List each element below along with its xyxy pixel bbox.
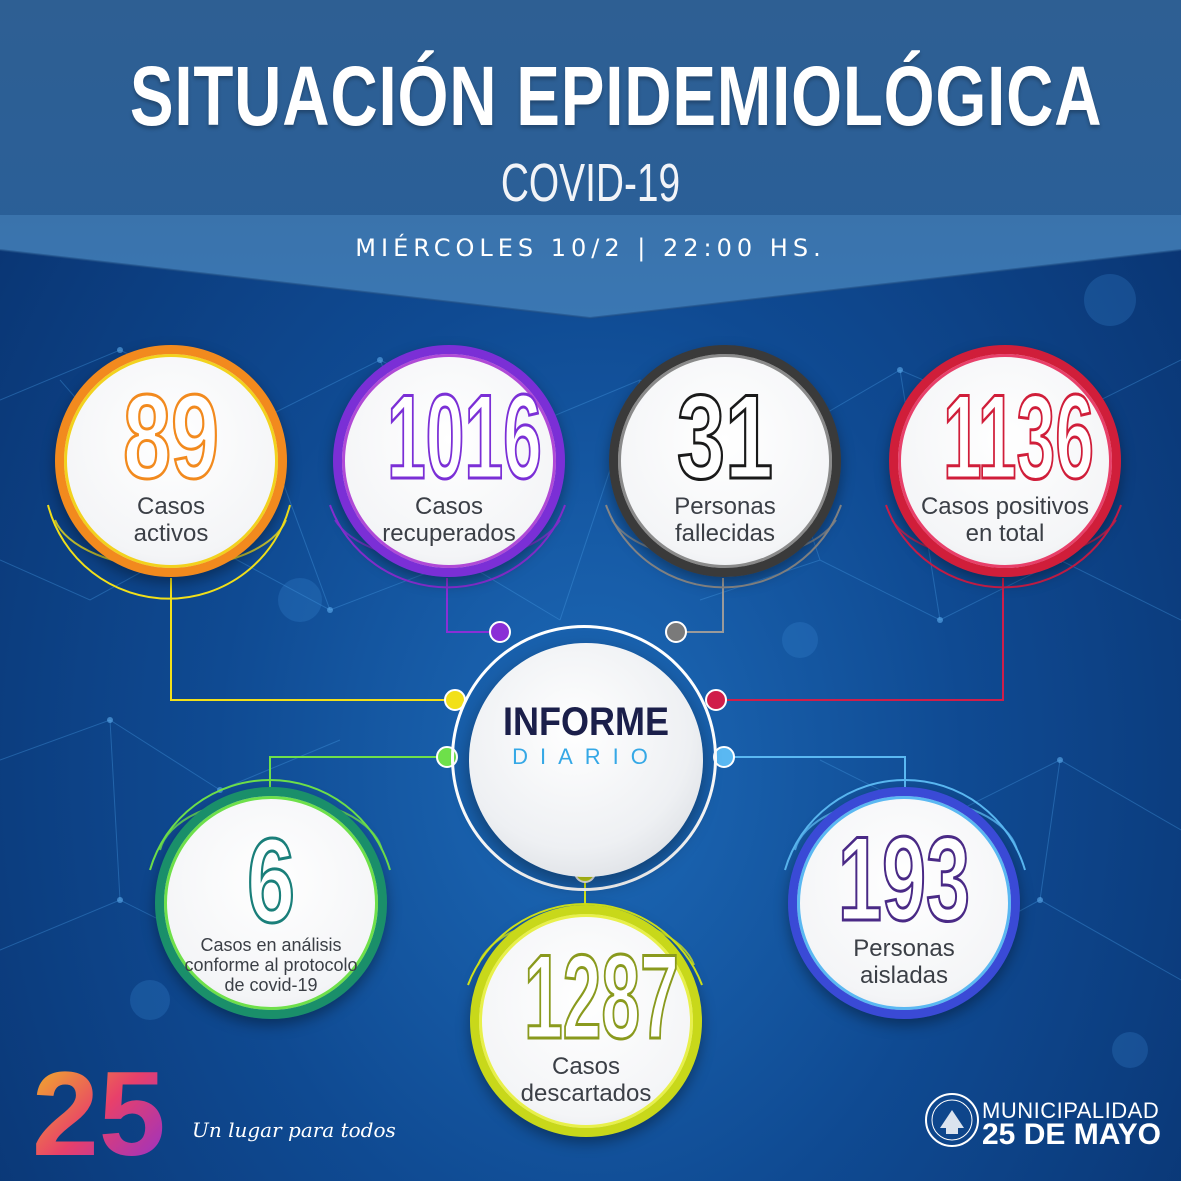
diario-label: DIARIO (512, 744, 660, 769)
stat-label-line1: Casos en análisis (200, 935, 342, 955)
stat-value: 1136 (942, 369, 1095, 506)
stat-value: 193 (837, 811, 971, 948)
stat-label-line1: Personas (674, 493, 776, 520)
municipal-seal-icon (925, 1093, 979, 1147)
report-date: MIÉRCOLES 10/2 | 22:00 HS. (355, 234, 826, 262)
stat-casos-positivos: 1136 Casos positivos en total (889, 345, 1121, 577)
stat-casos-activos: 89 Casos activos (55, 345, 287, 577)
stat-personas-aisladas: 193 Personas aisladas (788, 787, 1020, 1019)
dot-gray (665, 621, 687, 643)
stat-label-line1: Casos (414, 493, 484, 520)
stat-casos-en-analisis: 6 Casos en análisis conforme al protocol… (155, 787, 387, 1019)
stat-value: 31 (676, 369, 774, 506)
stat-label-line2: activos (133, 520, 209, 547)
dot-red (705, 689, 727, 711)
stat-value: 1016 (386, 369, 543, 506)
stat-value: 1287 (523, 929, 680, 1066)
stat-label-line2: descartados (520, 1080, 652, 1107)
tagline: Un lugar para todos (192, 1118, 396, 1142)
stat-label-line1: Casos positivos (920, 493, 1090, 520)
stat-casos-descartados: 1287 Casos descartados (470, 905, 702, 1137)
center-ring (451, 625, 717, 891)
page-title: SITUACIÓN EPIDEMIOLÓGICA (129, 49, 1103, 143)
informe-label: INFORME (503, 700, 669, 744)
center-disc (469, 643, 703, 877)
dot-purple (489, 621, 511, 643)
stat-label-line1: Casos (551, 1053, 621, 1080)
stat-value: 6 (246, 813, 296, 950)
stat-label-line2: fallecidas (674, 520, 776, 547)
stat-label-line2: aisladas (859, 962, 949, 989)
stat-label-line2: en total (965, 520, 1045, 547)
municipality-line2: 25 DE MAYO (982, 1118, 1161, 1151)
stat-casos-recuperados: 1016 Casos recuperados (333, 345, 565, 577)
page-subtitle: COVID-19 (500, 153, 681, 213)
stat-value: 89 (122, 369, 220, 506)
stat-label-line2: conforme al protocolo (184, 955, 358, 975)
logo-25: 25 (32, 1055, 165, 1165)
logo-digit-2: 25 (32, 1055, 165, 1165)
stat-label-line3: de covid-19 (224, 975, 318, 995)
municipality-line1: MUNICIPALIDAD (982, 1098, 1160, 1123)
stat-personas-fallecidas: 31 Personas fallecidas (609, 345, 841, 577)
dot-lightblue (713, 746, 735, 768)
stat-label-line1: Personas (853, 935, 955, 962)
stat-label-line2: recuperados (382, 520, 516, 547)
stat-label-line1: Casos (136, 493, 206, 520)
